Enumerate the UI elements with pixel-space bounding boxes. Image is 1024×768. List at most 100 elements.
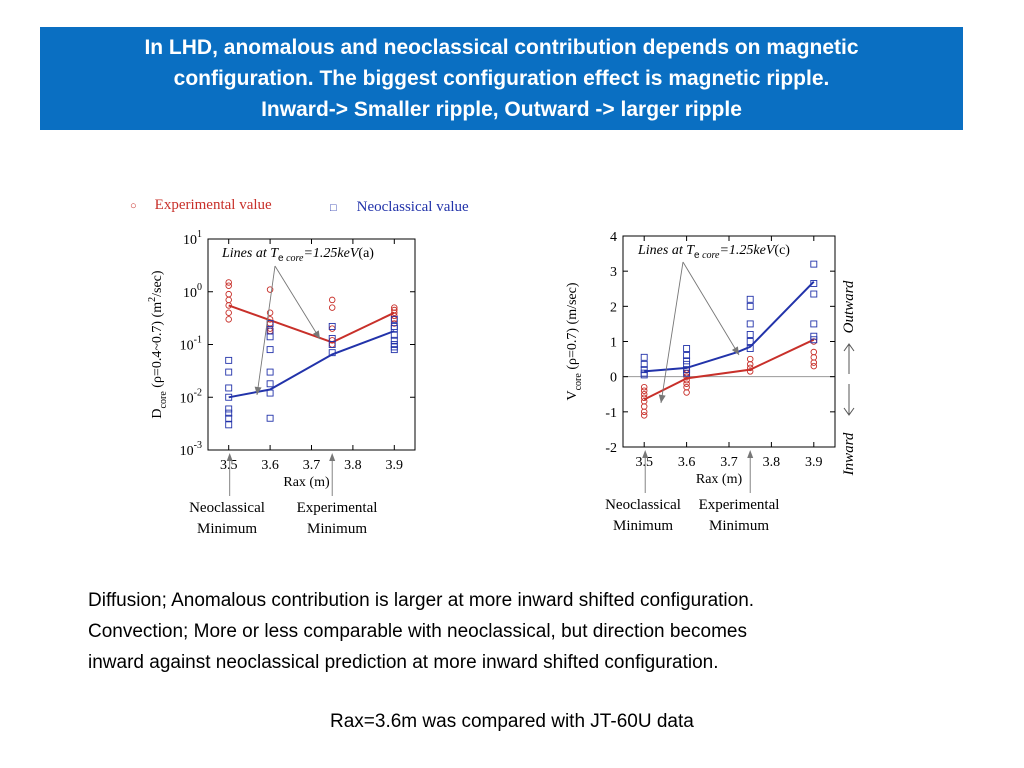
neoclassical-point xyxy=(683,369,691,377)
legend-neoclassical: □ Neoclassical value xyxy=(330,199,469,216)
footer-note: Rax=3.6m was compared with JT-60U data xyxy=(330,711,694,732)
inward-label: Inward xyxy=(841,432,857,476)
experimental-point xyxy=(810,354,818,361)
chart-annotation: Lines at Te core=1.25keV(a) xyxy=(221,246,374,264)
title-line-3: Inward-> Smaller ripple, Outward -> larg… xyxy=(261,98,742,121)
experimental-point xyxy=(810,362,818,370)
body-line-2: Convection; More or less comparable with… xyxy=(88,621,747,642)
neoclassical-point xyxy=(810,290,818,298)
x-axis-label: Rax (m) xyxy=(696,472,743,487)
neoclassical-point xyxy=(683,357,691,365)
neoclassical-point xyxy=(225,414,233,422)
diffusion-chart: 10-3 10-2 10-1 100 101 3.5 3.6 3.7 3.8 3.9 Rax (m)… xyxy=(147,229,416,537)
neoclassical-line xyxy=(228,330,395,399)
callout-label: Minimum xyxy=(709,518,769,534)
y-tick-label: 10-1 xyxy=(180,335,202,354)
experimental-point xyxy=(683,383,690,391)
plot-frame xyxy=(207,238,416,451)
experimental-point xyxy=(391,304,398,311)
neoclassical-point xyxy=(640,366,648,374)
outward-label: Outward xyxy=(841,280,857,333)
experimental-point xyxy=(810,348,818,356)
callout-label: Minimum xyxy=(307,521,367,537)
neoclassical-point xyxy=(266,414,274,422)
neoclassical-point xyxy=(225,356,233,364)
neoclassical-point xyxy=(640,371,648,379)
experimental-point xyxy=(640,408,648,416)
y-tick-label: 10-2 xyxy=(180,387,202,406)
neoclassical-point xyxy=(328,322,336,330)
callout-label: Experimental xyxy=(297,500,378,516)
annotation-arrow-head xyxy=(312,330,320,339)
square-marker-icon: □ xyxy=(330,202,337,214)
x-tick-label: 3.7 xyxy=(720,455,738,470)
callout-label: Minimum xyxy=(197,521,257,537)
experimental-point xyxy=(328,325,336,332)
neoclassical-point xyxy=(640,360,648,368)
neoclassical-point xyxy=(683,366,691,374)
callout-arrow-head xyxy=(747,450,754,458)
x-tick-label: 3.7 xyxy=(303,458,321,473)
body-line-3: inward against neoclassical prediction a… xyxy=(88,652,719,673)
neoclassical-point xyxy=(266,389,274,397)
neoclassical-point xyxy=(390,336,398,344)
callout-arrow-head xyxy=(642,450,649,458)
experimental-point xyxy=(683,380,690,387)
experimental-point xyxy=(391,309,398,316)
neoclassical-point xyxy=(266,346,274,354)
neoclassical-point xyxy=(746,338,754,345)
title-banner: In LHD, anomalous and neoclassical contr… xyxy=(40,27,963,130)
experimental-point xyxy=(683,389,690,396)
x-tick-label: 3.8 xyxy=(344,458,362,473)
x-tick-label: 3.8 xyxy=(763,455,781,470)
experimental-point xyxy=(328,304,336,311)
y-tick-label: 10-3 xyxy=(180,440,202,459)
x-tick-label: 3.6 xyxy=(678,455,696,470)
x-tick-label: 3.9 xyxy=(805,455,823,470)
neoclassical-point xyxy=(683,345,691,352)
annotation-arrow-head xyxy=(731,346,739,355)
y-tick-label: 4 xyxy=(610,230,617,245)
neoclassical-point xyxy=(225,421,233,429)
x-tick-label: 3.5 xyxy=(635,455,653,470)
experimental-point xyxy=(640,412,648,419)
experimental-point xyxy=(266,309,274,316)
y-tick-label: 2 xyxy=(610,300,617,315)
legend-experimental: ○ Experimental value xyxy=(130,197,272,214)
annotation-arrow-line xyxy=(660,261,684,404)
neoclassical-point xyxy=(266,380,274,388)
circle-marker-icon: ○ xyxy=(130,200,137,212)
plot-frame xyxy=(622,235,836,448)
neoclassical-point xyxy=(390,315,398,323)
y-axis-label: Dcore (ρ=0.4~0.7) (m2/sec) xyxy=(147,270,169,418)
neoclassical-point xyxy=(225,405,233,413)
outward-arrow-icon xyxy=(843,343,855,352)
experimental-point xyxy=(225,282,232,289)
experimental-point xyxy=(640,387,648,394)
neoclassical-point xyxy=(683,352,691,360)
experimental-line xyxy=(643,338,815,401)
y-tick-label: 0 xyxy=(610,371,617,386)
neoclassical-point xyxy=(746,295,754,303)
experimental-line xyxy=(228,304,395,344)
experimental-point xyxy=(746,355,754,363)
neoclassical-point xyxy=(810,332,818,340)
y-tick-label: -1 xyxy=(605,406,617,421)
x-tick-label: 3.9 xyxy=(386,458,404,473)
title-line-1: In LHD, anomalous and neoclassical contr… xyxy=(144,36,859,59)
neoclassical-point xyxy=(810,320,818,328)
callout-label: Experimental xyxy=(699,497,780,513)
annotation-arrow-line xyxy=(274,265,321,340)
experimental-point xyxy=(225,296,232,304)
neoclassical-point xyxy=(225,368,233,376)
callout-label: Neoclassical xyxy=(605,497,681,513)
neoclassical-point xyxy=(810,260,818,268)
body-line-1: Diffusion; Anomalous contribution is lar… xyxy=(88,590,755,611)
experimental-point xyxy=(225,290,232,298)
annotation-arrow-head xyxy=(254,386,262,395)
callout-arrow-head xyxy=(329,453,336,461)
neoclassical-point xyxy=(746,320,754,328)
neoclassical-point xyxy=(746,302,754,310)
body-text: Diffusion; Anomalous contribution is lar… xyxy=(88,585,948,678)
y-tick-label: -2 xyxy=(605,441,617,456)
